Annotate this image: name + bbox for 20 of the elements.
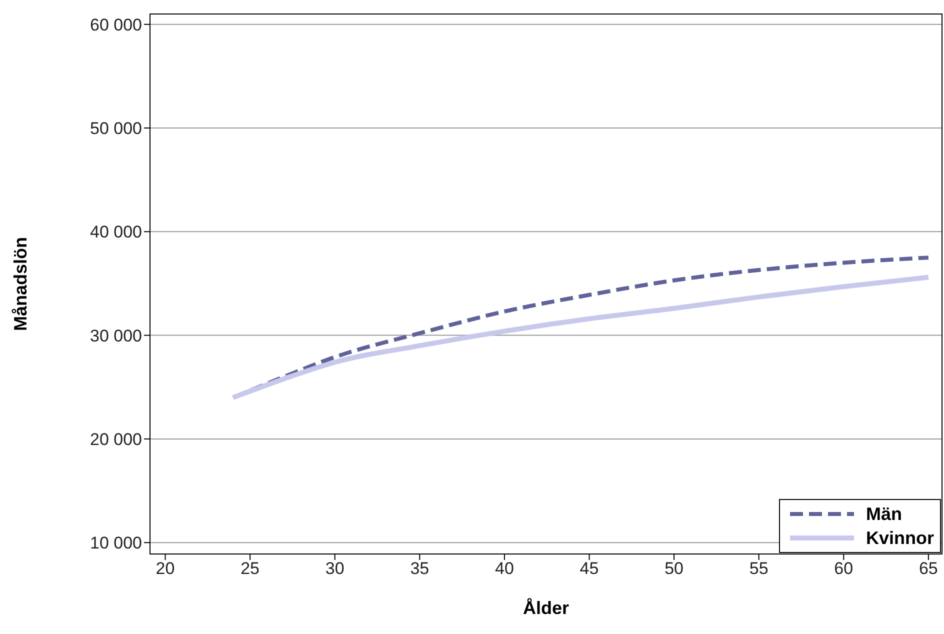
x-axis-title: Ålder	[522, 598, 570, 618]
x-tick-label: 55	[749, 559, 768, 578]
x-tick-label: 35	[410, 559, 430, 578]
y-tick-label: 10 000	[90, 534, 142, 553]
x-tick-label: 60	[834, 559, 854, 578]
y-tick-label: 50 000	[90, 119, 142, 138]
x-tick-label: 30	[325, 559, 344, 578]
y-tick-label: 20 000	[90, 430, 142, 449]
x-tick-label: 25	[240, 559, 260, 578]
y-tick-label: 40 000	[90, 222, 142, 242]
x-tick-label: 50	[664, 559, 684, 578]
x-tick-label: 45	[580, 559, 599, 578]
y-axis-title: Månadslön	[10, 236, 30, 332]
x-tick-label: 65	[918, 559, 938, 578]
y-tick-label: 30 000	[90, 326, 142, 346]
legend-label: Män	[866, 504, 902, 524]
legend-label: Kvinnor	[866, 528, 934, 548]
x-tick-label: 40	[494, 559, 514, 578]
x-tick-label: 20	[156, 559, 175, 578]
y-tick-label: 60 000	[90, 15, 142, 34]
